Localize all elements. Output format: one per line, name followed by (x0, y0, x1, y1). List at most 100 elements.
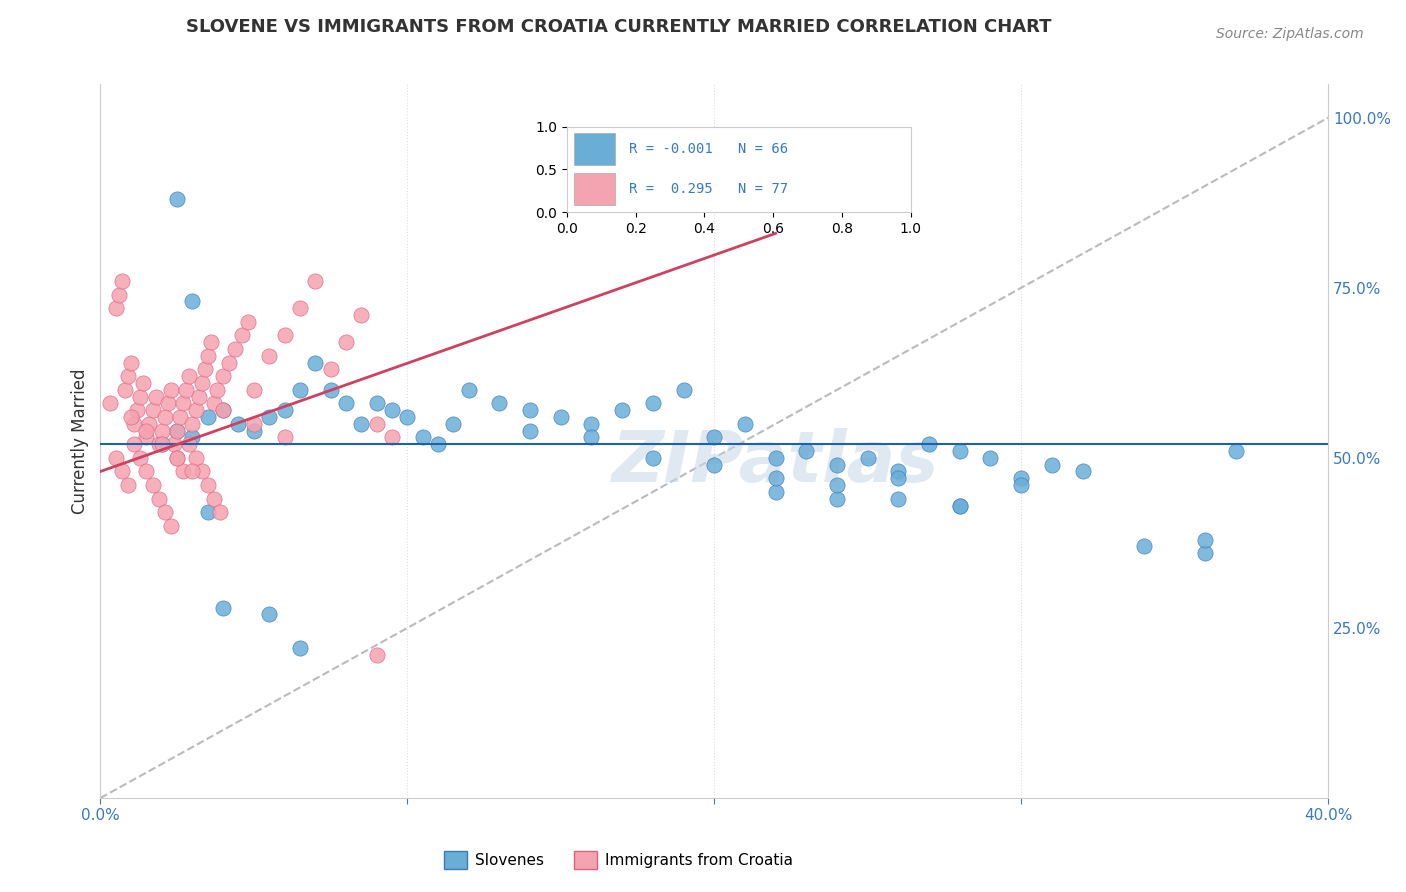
Point (228, 417, 250, 431)
Point (319, 362, 342, 376)
Point (887, 491, 910, 506)
Point (427, 437, 450, 451)
Point (172, 396, 194, 410)
Point (612, 403, 634, 417)
Point (381, 430, 404, 444)
Point (202, 396, 225, 410)
Point (335, 335, 357, 350)
Point (141, 403, 163, 417)
Point (156, 396, 179, 410)
Point (132, 376, 155, 390)
Point (176, 383, 198, 397)
Point (1071, 465, 1094, 479)
Point (111, 274, 134, 288)
Point (765, 450, 787, 465)
Point (117, 478, 139, 492)
Point (166, 192, 188, 206)
Point (169, 410, 191, 425)
Point (197, 410, 219, 425)
Point (825, 478, 848, 492)
Point (288, 301, 311, 316)
Text: ZIPatlas: ZIPatlas (612, 428, 939, 497)
Point (202, 491, 225, 506)
Point (141, 478, 163, 492)
Point (212, 403, 235, 417)
Point (181, 417, 204, 431)
Point (581, 417, 603, 431)
Point (166, 450, 188, 465)
Point (135, 465, 157, 479)
Point (581, 430, 603, 444)
Point (236, 315, 259, 329)
Point (184, 403, 207, 417)
Point (153, 505, 176, 519)
Point (1194, 546, 1216, 560)
Point (194, 362, 217, 376)
Point (949, 499, 972, 513)
Point (304, 274, 326, 288)
Point (825, 491, 848, 506)
Point (257, 607, 280, 622)
Point (887, 471, 910, 485)
Point (918, 437, 941, 451)
Point (197, 478, 219, 492)
Point (273, 430, 295, 444)
Point (703, 458, 725, 472)
Point (181, 465, 204, 479)
Point (765, 471, 787, 485)
Point (205, 383, 228, 397)
Point (381, 403, 404, 417)
Point (288, 383, 311, 397)
Point (181, 430, 204, 444)
Point (200, 335, 222, 350)
Point (825, 458, 848, 472)
Point (127, 403, 149, 417)
Point (412, 430, 434, 444)
Point (366, 417, 388, 431)
Point (949, 499, 972, 513)
Point (160, 519, 183, 533)
Point (350, 417, 373, 431)
Point (734, 417, 756, 431)
Point (179, 437, 201, 451)
Point (856, 450, 879, 465)
Point (243, 417, 266, 431)
Point (1133, 539, 1156, 553)
Point (550, 410, 572, 425)
Point (120, 356, 142, 370)
Point (197, 505, 219, 519)
Point (187, 390, 209, 404)
Text: SLOVENE VS IMMIGRANTS FROM CROATIA CURRENTLY MARRIED CORRELATION CHART: SLOVENE VS IMMIGRANTS FROM CROATIA CURRE… (186, 18, 1052, 36)
Point (212, 600, 235, 615)
Y-axis label: Currently Married: Currently Married (72, 368, 89, 514)
Point (145, 390, 167, 404)
Point (519, 424, 541, 438)
Point (703, 430, 725, 444)
Point (396, 410, 419, 425)
Point (184, 450, 207, 465)
Point (122, 437, 145, 451)
Point (641, 396, 664, 410)
Point (209, 505, 232, 519)
Point (1010, 471, 1032, 485)
Point (979, 450, 1001, 465)
Point (166, 424, 188, 438)
Point (1194, 533, 1216, 547)
Point (160, 383, 183, 397)
Point (150, 437, 173, 451)
Point (166, 450, 188, 465)
Point (120, 410, 142, 425)
Point (166, 424, 188, 438)
Point (153, 410, 176, 425)
Point (138, 417, 160, 431)
Point (111, 465, 134, 479)
Point (1040, 458, 1063, 472)
Point (104, 301, 127, 316)
Point (350, 308, 373, 322)
Point (672, 383, 695, 397)
Point (794, 444, 817, 458)
Point (224, 342, 246, 356)
Point (190, 465, 212, 479)
Point (122, 417, 145, 431)
Point (150, 437, 173, 451)
